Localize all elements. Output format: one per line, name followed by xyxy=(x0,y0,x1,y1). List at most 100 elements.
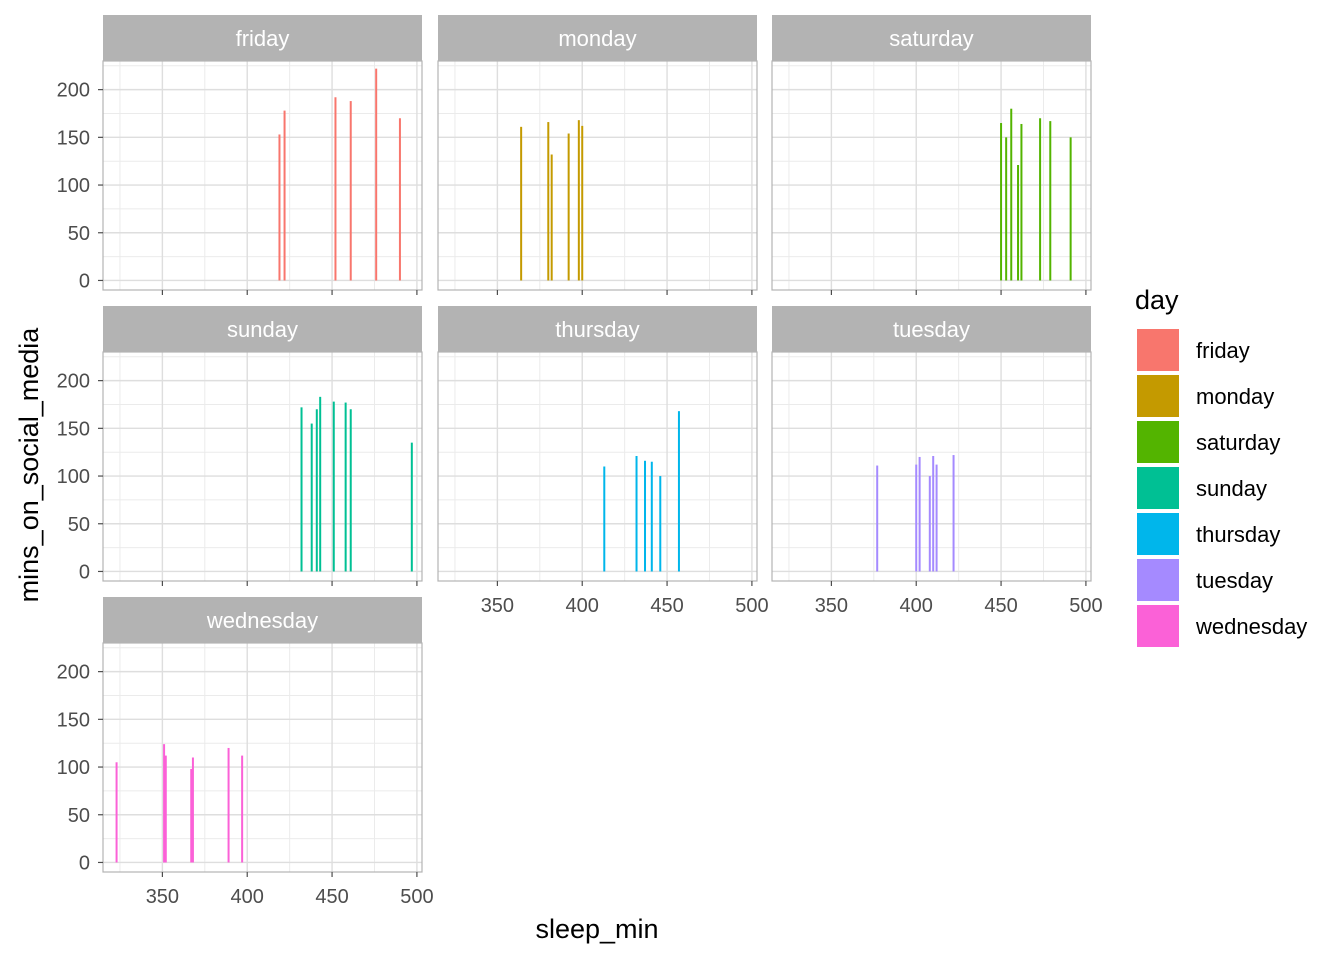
legend-swatch-saturday xyxy=(1137,421,1179,463)
bar xyxy=(1020,123,1023,281)
bar xyxy=(398,118,401,281)
bar xyxy=(635,456,638,572)
legend-label-monday: monday xyxy=(1196,384,1274,409)
bar xyxy=(603,466,606,572)
legend-label-thursday: thursday xyxy=(1196,522,1280,547)
bar xyxy=(283,110,286,281)
bar xyxy=(876,465,879,572)
bar xyxy=(1010,108,1013,281)
bar xyxy=(935,464,938,572)
bar xyxy=(227,747,230,863)
facet-panel-saturday: saturday xyxy=(771,15,1092,295)
bar xyxy=(1069,137,1072,281)
facet-strip xyxy=(103,306,422,352)
legend-swatch-wednesday xyxy=(1137,605,1179,647)
y-tick-label: 100 xyxy=(57,466,90,488)
panel-border xyxy=(102,351,423,582)
bar xyxy=(349,101,352,281)
x-tick-label: 400 xyxy=(566,595,599,617)
facet-panel-friday: friday 0 50 100 150 200 xyxy=(57,15,423,295)
facet-strip xyxy=(103,15,422,61)
panel-border xyxy=(437,60,758,291)
legend-label-saturday: saturday xyxy=(1196,430,1280,455)
bar xyxy=(952,455,955,572)
y-tick-label: 200 xyxy=(57,80,90,102)
x-tick-label: 450 xyxy=(984,595,1017,617)
bar xyxy=(918,456,921,572)
x-tick-label: 400 xyxy=(900,595,933,617)
y-tick-label: 0 xyxy=(79,270,90,292)
bar xyxy=(644,460,647,572)
bar xyxy=(547,122,550,281)
bar xyxy=(163,744,166,863)
y-tick-label: 50 xyxy=(68,514,90,536)
bar xyxy=(915,464,918,572)
y-tick-label: 200 xyxy=(57,662,90,684)
panel-background xyxy=(103,61,422,290)
facet-panel-wednesday: wednesday 0 50 100 150 200 350 400 450 500 xyxy=(57,597,434,908)
bar xyxy=(375,68,378,281)
legend-label-sunday: sunday xyxy=(1196,476,1267,501)
panel-border xyxy=(437,351,758,582)
facet-strip-label: sunday xyxy=(227,317,298,342)
y-tick-label: 200 xyxy=(57,371,90,393)
x-axis-title: sleep_min xyxy=(535,914,658,944)
bar xyxy=(115,762,118,863)
x-tick-label: 350 xyxy=(815,595,848,617)
bar xyxy=(1017,165,1020,281)
legend-swatch-sunday xyxy=(1137,467,1179,509)
bar xyxy=(241,755,244,863)
legend: day friday monday saturday sunday thursday tu… xyxy=(1135,285,1307,647)
legend-swatch-friday xyxy=(1137,329,1179,371)
x-tick-label: 500 xyxy=(735,595,768,617)
bar xyxy=(319,396,322,572)
facet-strip xyxy=(438,15,757,61)
facet-strip xyxy=(103,597,422,643)
bar xyxy=(332,401,335,572)
bar xyxy=(315,409,318,572)
bar xyxy=(300,407,303,572)
bar xyxy=(650,461,653,572)
facet-strip-label: tuesday xyxy=(893,317,970,342)
facet-panel-tuesday: tuesday 350 400 450 500 xyxy=(771,306,1103,617)
x-tick-label: 350 xyxy=(146,886,179,908)
x-tick-label: 400 xyxy=(231,886,264,908)
bar xyxy=(349,409,352,572)
facet-panels: friday 0 50 100 150 200 monday saturday sunday 0 5… xyxy=(57,15,1103,908)
bar xyxy=(659,476,662,572)
y-tick-label: 150 xyxy=(57,418,90,440)
legend-title: day xyxy=(1135,285,1179,315)
x-tick-label: 450 xyxy=(315,886,348,908)
facet-panel-monday: monday xyxy=(437,15,758,295)
panel-border xyxy=(102,60,423,291)
legend-swatch-tuesday xyxy=(1137,559,1179,601)
facet-panel-thursday: thursday 350 400 450 500 xyxy=(437,306,769,617)
facet-strip xyxy=(438,306,757,352)
bar xyxy=(191,757,194,863)
panel-background xyxy=(103,643,422,872)
facet-strip xyxy=(772,15,1091,61)
x-tick-label: 350 xyxy=(481,595,514,617)
panel-border xyxy=(102,642,423,873)
y-tick-label: 50 xyxy=(68,223,90,245)
bar xyxy=(1039,118,1042,281)
y-tick-label: 0 xyxy=(79,852,90,874)
bar xyxy=(410,442,413,572)
x-tick-label: 500 xyxy=(1069,595,1102,617)
bar xyxy=(344,402,347,572)
y-tick-label: 150 xyxy=(57,127,90,149)
bar xyxy=(1005,137,1008,281)
panel-border xyxy=(771,60,1092,291)
bar xyxy=(577,120,580,281)
bar xyxy=(1049,121,1052,281)
bar xyxy=(520,126,523,281)
legend-swatch-thursday xyxy=(1137,513,1179,555)
bar xyxy=(278,134,281,281)
panel-background xyxy=(103,352,422,581)
facet-strip-label: friday xyxy=(236,26,290,51)
legend-label-wednesday: wednesday xyxy=(1195,614,1307,639)
bar xyxy=(932,456,935,572)
y-axis-title: mins_on_social_media xyxy=(14,327,44,603)
facet-strip-label: saturday xyxy=(889,26,973,51)
